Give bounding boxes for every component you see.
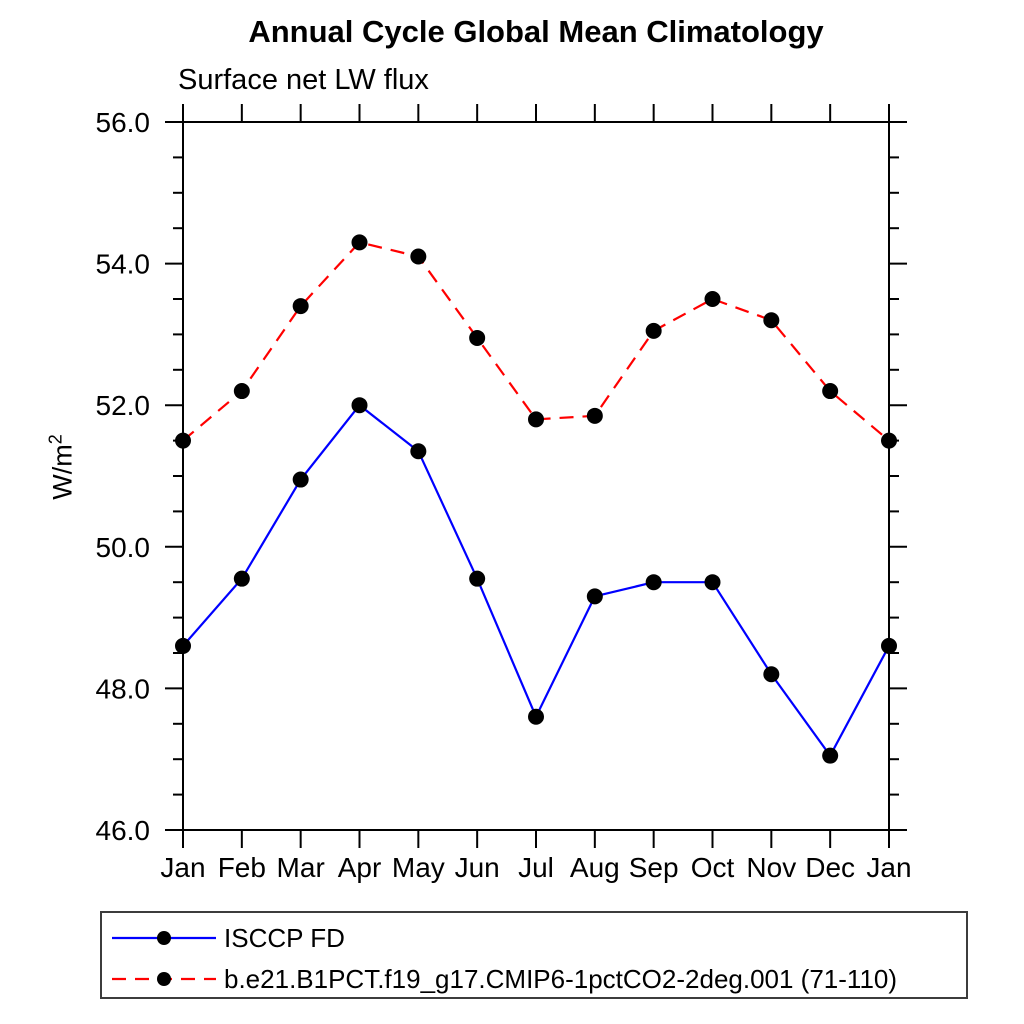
y-tick-label: 52.0 [96, 390, 151, 421]
x-tick-label: Mar [277, 852, 325, 883]
data-point-isccp-fd [704, 574, 721, 591]
data-point-isccp-fd [351, 397, 368, 414]
data-point-isccp-fd [645, 574, 662, 591]
data-point-model-run [410, 248, 427, 265]
y-tick-label: 54.0 [96, 249, 151, 280]
data-point-isccp-fd [881, 637, 897, 654]
legend-label-model-run: b.e21.B1PCT.f19_g17.CMIP6-1pctCO2-2deg.0… [224, 964, 898, 994]
legend-line-sample-model-run [112, 972, 216, 986]
legend-line-sample-isccp-fd [112, 931, 216, 945]
data-point-model-run [763, 312, 780, 329]
data-point-isccp-fd [410, 443, 427, 460]
y-tick-label: 50.0 [96, 532, 151, 563]
legend-box: ISCCP FD b.e21.B1PCT.f19_g17.CMIP6-1pctC… [100, 911, 968, 999]
legend-label-isccp-fd: ISCCP FD [224, 923, 345, 953]
data-point-model-run [175, 432, 191, 449]
x-tick-label: Oct [691, 852, 735, 883]
chart-subtitle: Surface net LW flux [178, 64, 429, 96]
x-tick-label: Dec [805, 852, 855, 883]
x-tick-label: Sep [629, 852, 679, 883]
y-tick-label: 48.0 [96, 673, 151, 704]
series-line-model-run [182, 241, 890, 442]
data-point-model-run [704, 291, 721, 307]
chart-title: Annual Cycle Global Mean Climatology [248, 14, 824, 49]
x-tick-label: Apr [338, 852, 382, 883]
x-tick-label: May [392, 852, 445, 883]
x-tick-label: Feb [218, 852, 266, 883]
y-tick-label: 46.0 [96, 815, 151, 846]
legend-sample-marker-isccp-fd [157, 931, 171, 945]
legend-sample-marker-model-run [157, 972, 171, 986]
data-point-model-run [233, 383, 250, 400]
x-tick-label: Jul [518, 852, 554, 883]
data-point-isccp-fd [528, 708, 544, 725]
data-point-model-run [645, 322, 662, 339]
data-point-isccp-fd [763, 666, 780, 683]
legend-entry-model-run: b.e21.B1PCT.f19_g17.CMIP6-1pctCO2-2deg.0… [108, 964, 897, 994]
data-point-model-run [528, 411, 544, 428]
data-point-model-run [292, 298, 309, 315]
x-tick-label: Nov [746, 852, 796, 883]
data-point-isccp-fd [586, 588, 603, 605]
data-point-model-run [822, 383, 839, 400]
data-point-model-run [586, 407, 603, 424]
y-tick-label: 56.0 [96, 107, 151, 138]
data-point-model-run [881, 432, 897, 449]
x-tick-label: Aug [570, 852, 620, 883]
data-point-model-run [351, 234, 368, 251]
data-point-isccp-fd [469, 570, 486, 587]
data-point-model-run [469, 329, 486, 346]
x-tick-label: Jun [455, 852, 500, 883]
legend-entry-isccp-fd: ISCCP FD [108, 923, 345, 953]
x-tick-label: Jan [866, 852, 911, 883]
x-tick-label: Jan [160, 852, 205, 883]
data-point-isccp-fd [175, 637, 191, 654]
series-line-isccp-fd [182, 403, 890, 758]
data-point-isccp-fd [292, 471, 309, 488]
data-point-isccp-fd [233, 570, 250, 587]
data-point-isccp-fd [822, 747, 839, 764]
